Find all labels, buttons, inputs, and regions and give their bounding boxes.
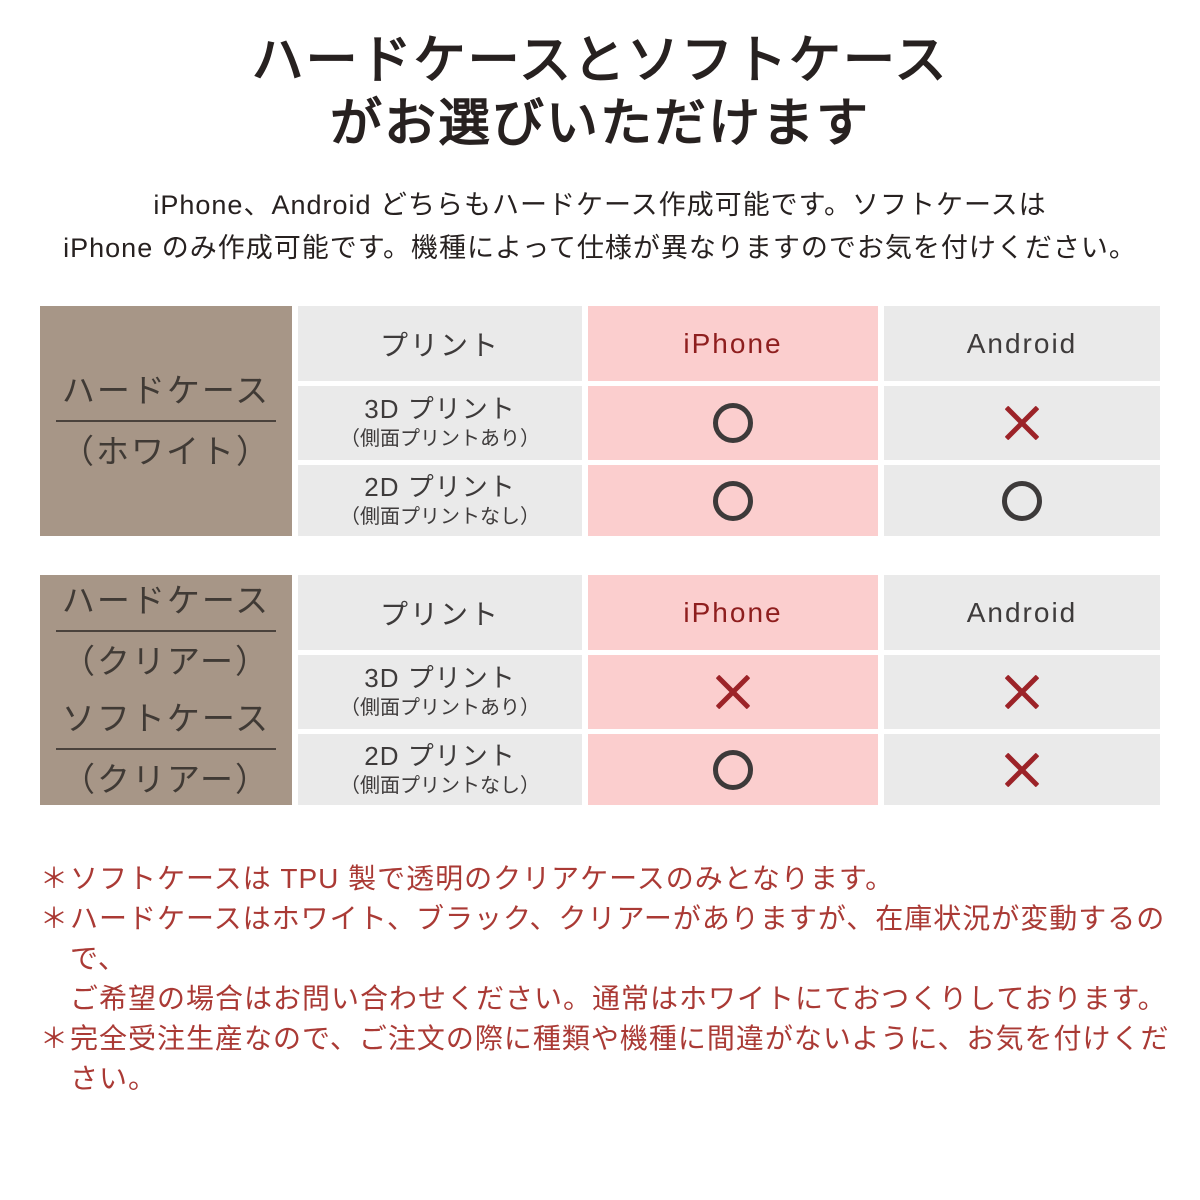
side-label-case-name: ソフトケース xyxy=(55,698,277,751)
cell-3d-iphone: ○ xyxy=(588,386,878,460)
android-column-header: Android xyxy=(966,596,1078,628)
header-cell-android: Android xyxy=(884,306,1160,381)
row-label-2d-print: 2D プリント （側面プリントなし） xyxy=(298,465,582,536)
android-column-header: Android xyxy=(966,327,1078,359)
header-cell-iphone: iPhone xyxy=(588,306,878,381)
footnote-hard-case-colors: ＊ ハードケースはホワイト、ブラック、クリアーがありますが、在庫状況が変動するの… xyxy=(40,899,1180,979)
page-subtitle-line1: iPhone、Android どちらもハードケース作成可能です。ソフトケースは xyxy=(153,190,1047,220)
cell-2d-android: ○ xyxy=(884,465,1160,536)
header-cell-android: Android xyxy=(884,575,1160,650)
cell-2d-android: × xyxy=(884,734,1160,805)
availability-mark-icon: × xyxy=(1004,752,1040,788)
page-title-line2: がお選びいただけます xyxy=(329,95,870,153)
page-subtitle: iPhone、Android どちらもハードケース作成可能です。ソフトケースは … xyxy=(0,184,1200,270)
asterisk-marker: ＊ xyxy=(40,863,70,894)
footnote-hard-case-colors-cont: ご希望の場合はお問い合わせください。通常はホワイトにておつくりしております。 xyxy=(70,983,1167,1014)
cell-3d-android: × xyxy=(884,386,1160,460)
row-label-3d-print: 3D プリント （側面プリントあり） xyxy=(298,386,582,460)
side-label-case-color: （クリアー） xyxy=(61,642,271,680)
availability-mark-icon: × xyxy=(1004,405,1040,441)
print-column-header: プリント xyxy=(379,329,500,361)
print-column-header: プリント xyxy=(379,598,500,630)
side-label-case-color: （ホワイト） xyxy=(61,433,271,470)
cell-3d-android: × xyxy=(884,655,1160,729)
header-cell-print: プリント xyxy=(298,306,582,381)
availability-mark-icon: ○ xyxy=(713,749,753,790)
clear-case-side-label: ハードケース （クリアー） ソフトケース （クリアー） xyxy=(40,575,292,805)
page-subtitle-line2: iPhone のみ作成可能です。機種によって仕様が異なりますのでお気を付けくださ… xyxy=(63,233,1137,263)
page-title-line1: ハードケースとソフトケース xyxy=(251,32,949,90)
asterisk-marker: ＊ xyxy=(40,903,70,934)
availability-mark-icon: ○ xyxy=(713,403,753,443)
side-label-case-color: （クリアー） xyxy=(61,761,271,799)
iphone-column-header: iPhone xyxy=(683,596,783,628)
availability-mark-icon: ○ xyxy=(713,480,753,521)
footnote-soft-case: ＊ ソフトケースは TPU 製で透明のクリアケースのみとなります。 xyxy=(40,859,1180,899)
side-label-case-name: ハードケース xyxy=(55,370,277,422)
header-cell-print: プリント xyxy=(298,575,582,650)
cell-3d-iphone: × xyxy=(588,655,878,729)
page-title: ハードケースとソフトケース がお選びいただけます xyxy=(0,0,1200,156)
iphone-column-header: iPhone xyxy=(683,327,783,359)
row-label-2d-print: 2D プリント （側面プリントなし） xyxy=(298,734,582,805)
side-label-case-name: ハードケース xyxy=(55,580,277,632)
clear-case-table: ハードケース （クリアー） ソフトケース （クリアー） プリント iPhone … xyxy=(40,575,1160,805)
asterisk-marker: ＊ xyxy=(40,1023,70,1054)
header-cell-iphone: iPhone xyxy=(588,575,878,650)
hard-case-white-side-label: ハードケース （ホワイト） xyxy=(40,306,292,536)
cell-2d-iphone: ○ xyxy=(588,734,878,805)
hard-case-white-table: ハードケース （ホワイト） プリント iPhone Android 3D プリン… xyxy=(40,306,1160,536)
availability-mark-icon: ○ xyxy=(1002,480,1042,521)
availability-mark-icon: × xyxy=(1004,674,1040,710)
availability-mark-icon: × xyxy=(715,674,751,710)
cell-2d-iphone: ○ xyxy=(588,465,878,536)
row-label-3d-print: 3D プリント （側面プリントあり） xyxy=(298,655,582,729)
footnote-made-to-order: ＊ 完全受注生産なので、ご注文の際に種類や機種に間違がないように、お気を付けくだ… xyxy=(40,1019,1180,1099)
footnotes: ＊ ソフトケースは TPU 製で透明のクリアケースのみとなります。 ＊ ハードケ… xyxy=(40,859,1180,1099)
